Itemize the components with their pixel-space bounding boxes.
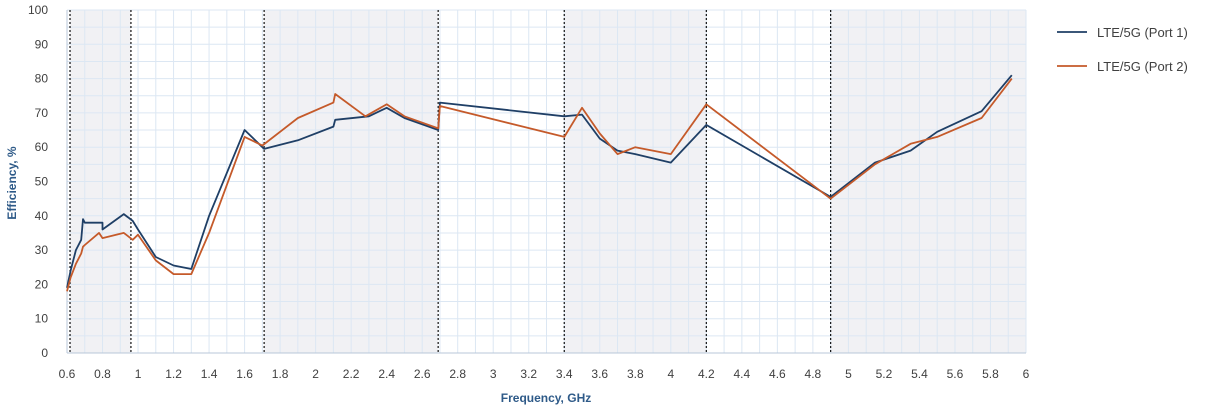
y-tick-label: 90 (35, 37, 49, 51)
x-tick-label: 2.4 (378, 367, 395, 381)
legend-label-port-2: LTE/5G (Port 2) (1097, 59, 1188, 74)
y-axis-title: Efficiency, % (5, 146, 19, 219)
x-tick-label: 5.6 (947, 367, 964, 381)
x-tick-labels: 0.6 0.8 1 1.2 1.4 1.6 1.8 2 2.2 2.4 2.6 2.8 3 3.2 3.4 3… (59, 367, 1030, 381)
legend: LTE/5G (Port 1) LTE/5G (Port 2) (1057, 25, 1188, 74)
x-tick-label: 2.8 (449, 367, 466, 381)
y-tick-label: 60 (35, 140, 49, 154)
x-tick-label: 3.6 (591, 367, 608, 381)
series-line-port-2 (66, 78, 1013, 292)
y-tick-label: 100 (28, 3, 48, 17)
x-tick-label: 5 (845, 367, 852, 381)
x-tick-label: 1.8 (272, 367, 289, 381)
y-tick-label: 10 (35, 312, 49, 326)
y-tick-label: 80 (35, 72, 49, 86)
band-edge-lines (69, 10, 832, 353)
x-tick-label: 3.4 (556, 367, 573, 381)
y-tick-label: 0 (41, 346, 48, 360)
grid-lines (66, 9, 1027, 354)
x-tick-label: 4.6 (769, 367, 786, 381)
x-tick-label: 5.2 (876, 367, 893, 381)
x-tick-label: 1.2 (165, 367, 182, 381)
y-tick-label: 40 (35, 209, 49, 223)
x-tick-label: 3.2 (520, 367, 537, 381)
x-tick-label: 1.6 (236, 367, 253, 381)
x-tick-label: 2 (312, 367, 319, 381)
x-tick-label: 1.4 (201, 367, 218, 381)
x-tick-label: 4.8 (805, 367, 822, 381)
y-tick-label: 70 (35, 106, 49, 120)
x-tick-label: 4.2 (698, 367, 715, 381)
x-axis-title: Frequency, GHz (501, 391, 591, 405)
x-tick-label: 2.2 (343, 367, 360, 381)
x-tick-label: 5.8 (982, 367, 999, 381)
axes (66, 10, 1026, 354)
x-tick-label: 0.6 (59, 367, 76, 381)
x-tick-label: 0.8 (94, 367, 111, 381)
x-tick-label: 6 (1023, 367, 1030, 381)
legend-label-port-1: LTE/5G (Port 1) (1097, 25, 1188, 40)
y-tick-label: 50 (35, 175, 49, 189)
y-tick-labels: 0 10 20 30 40 50 60 70 80 90 100 (28, 3, 48, 360)
series-lines (66, 74, 1013, 292)
x-tick-label: 5.4 (911, 367, 928, 381)
x-tick-label: 4.4 (734, 367, 751, 381)
series-line-port-1 (66, 74, 1013, 288)
x-tick-label: 3 (490, 367, 497, 381)
x-tick-label: 4 (667, 367, 674, 381)
y-tick-label: 20 (35, 277, 49, 291)
x-tick-label: 2.6 (414, 367, 431, 381)
x-tick-label: 1 (135, 367, 142, 381)
x-tick-label: 3.8 (627, 367, 644, 381)
y-tick-label: 30 (35, 243, 49, 257)
